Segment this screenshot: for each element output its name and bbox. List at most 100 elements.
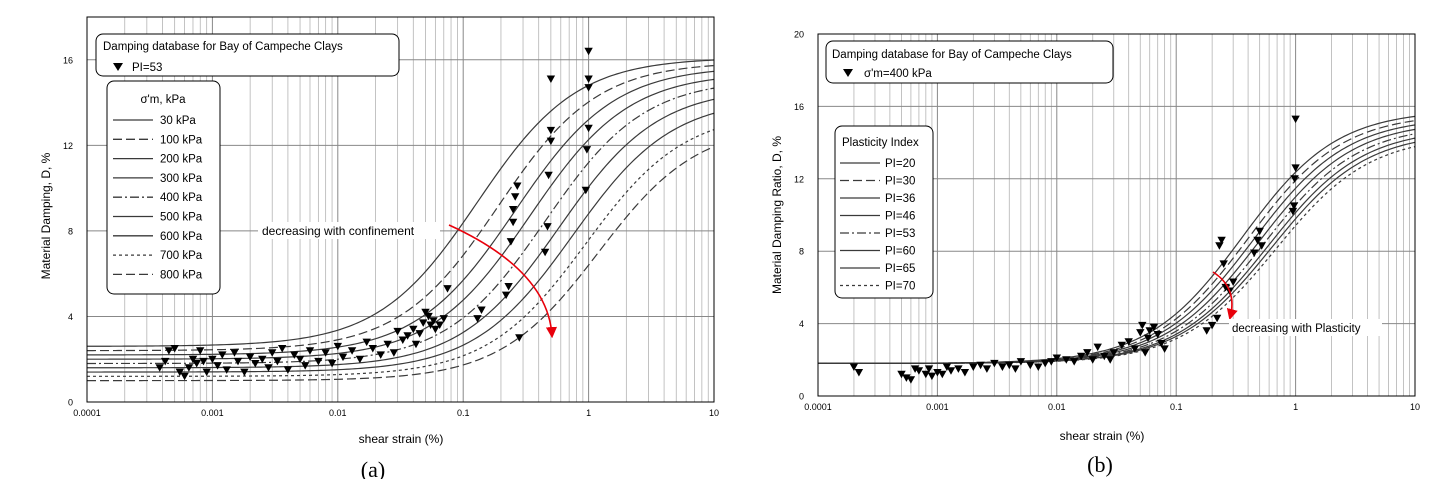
data-point (368, 345, 377, 353)
data-point (582, 146, 592, 154)
x-tick-label: 10 (709, 408, 719, 418)
x-tick-label: 10 (1410, 402, 1420, 412)
data-point (199, 357, 208, 366)
data-point (398, 336, 407, 344)
data-point (443, 285, 452, 293)
data-point (584, 84, 593, 92)
curve-legend-title-a: σ'm, kPa (140, 94, 186, 106)
data-point (218, 351, 227, 359)
data-point (1088, 356, 1097, 364)
data-points-b (849, 115, 1300, 384)
y-tick-label: 16 (794, 102, 804, 112)
legend-label-a-4: 300 kPa (160, 173, 203, 185)
y-tick-label: 0 (799, 392, 804, 402)
legend-label-a-3: 200 kPa (160, 154, 203, 166)
data-point (1047, 358, 1056, 366)
x-tick-label: 0.1 (1170, 402, 1183, 412)
data-point (403, 332, 412, 340)
data-point (982, 365, 992, 373)
legend-database-a: Damping database for Bay of Campeche Cla… (95, 33, 400, 77)
x-tick-label: 0.0001 (804, 402, 832, 412)
data-point (1160, 345, 1169, 353)
data-point (546, 75, 556, 83)
data-point (1219, 260, 1228, 268)
data-point (1117, 341, 1126, 350)
legend-label-b-7: PI=65 (885, 263, 915, 275)
data-point (584, 75, 593, 83)
data-point (998, 363, 1007, 371)
legend-label-a-5: 400 kPa (160, 192, 203, 204)
tick-labels-a: 0.0001 0.001 0.01 0.1 1 10 0 4 8 12 16 (63, 55, 719, 418)
legend-items-a: 30 kPa 100 kPa 200 kPa 300 kPa 400 kPa 500 kP… (113, 115, 203, 281)
data-point (208, 355, 217, 364)
legend-label-a-2: 100 kPa (160, 134, 203, 146)
data-point (1130, 345, 1139, 353)
data-point (347, 347, 357, 355)
curve-line-b-7 (818, 141, 1416, 364)
data-point (283, 366, 293, 374)
chart-panel-a: 0.0001 0.001 0.01 0.1 1 10 0 4 8 12 16 shear strai… (39, 16, 719, 479)
tick-labels-b: 0.0001 0.001 0.01 0.1 1 10 0 4 8 12 16 20 (794, 30, 1420, 413)
x-tick-label: 0.1 (457, 408, 470, 418)
data-point (295, 355, 305, 364)
data-point (192, 360, 201, 368)
data-point (511, 193, 520, 201)
y-tick-label: 0 (68, 398, 73, 408)
x-tick-label: 0.01 (1048, 402, 1066, 412)
data-point (1041, 359, 1050, 368)
data-point (1106, 356, 1115, 364)
data-point (508, 218, 518, 227)
curve-line-a-1 (86, 59, 715, 347)
data-point (431, 325, 440, 334)
data-point (1052, 354, 1061, 362)
data-point (196, 347, 205, 355)
data-point (439, 315, 448, 323)
data-point (1016, 358, 1026, 366)
data-point (969, 363, 978, 371)
legend-items-b: PI=20 PI=30 PI=36 PI=46 PI=53 PI=60 PI=65 PI=70 (840, 158, 915, 293)
data-point (584, 124, 593, 133)
data-point (543, 223, 552, 231)
y-tick-label: 8 (799, 247, 804, 257)
data-point (1291, 164, 1300, 172)
legend-label-a-7: 600 kPa (160, 231, 203, 243)
y-axis-label-a: Material Damping, D, % (39, 152, 53, 279)
data-point (426, 321, 435, 329)
data-points-a (155, 47, 593, 381)
annotation-arrow-b (1212, 271, 1238, 321)
data-point (1145, 327, 1154, 335)
data-point (938, 370, 947, 379)
data-point (435, 321, 444, 329)
y-axis-label-b: Material Damping Ratio, D, % (770, 136, 784, 294)
data-point (1253, 236, 1262, 245)
legend-label-b-1: PI=20 (885, 158, 915, 170)
data-point (338, 353, 348, 362)
data-point (1138, 321, 1147, 330)
data-point (946, 367, 956, 375)
data-point (1289, 202, 1299, 210)
data-point (268, 349, 277, 357)
data-point (477, 306, 486, 314)
data-point (1291, 115, 1300, 124)
curve-line-a-7 (87, 112, 715, 373)
data-point (411, 340, 421, 349)
plot-frame-a (86, 16, 715, 403)
data-point (1005, 361, 1014, 370)
data-point (1136, 329, 1145, 337)
data-point (180, 372, 189, 381)
data-point (546, 126, 556, 135)
data-point (1100, 352, 1109, 361)
data-point (184, 364, 194, 372)
data-point (161, 357, 170, 366)
data-point (421, 308, 430, 317)
data-point (897, 370, 906, 379)
data-point (1153, 331, 1162, 339)
data-point (383, 340, 392, 349)
plot-frame-b (817, 33, 1416, 397)
data-point (1250, 249, 1259, 257)
data-point (1083, 349, 1092, 357)
data-point (258, 355, 267, 364)
data-point (301, 362, 310, 370)
annotation-a: decreasing with confinement (262, 224, 415, 238)
legend-label-b-4: PI=46 (885, 211, 915, 223)
